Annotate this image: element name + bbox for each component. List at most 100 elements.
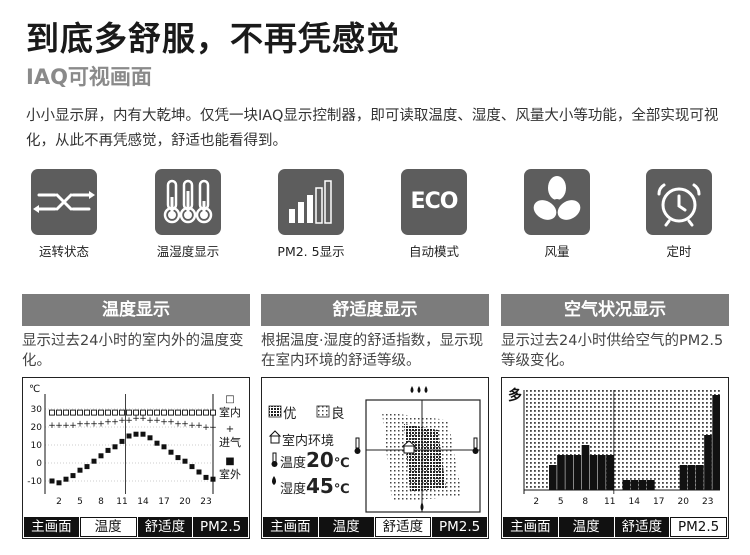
legend-label: 室内 [219,405,241,419]
tab-pm25[interactable]: PM2.5 [432,517,487,537]
intake-point: + [188,421,196,431]
indoor-point [63,409,69,416]
pm-bar [630,480,639,490]
pm-bar [638,480,647,490]
intake-point: + [97,419,105,429]
indoor-point [98,409,104,416]
indoor-point [105,409,111,416]
feature-item-temp-hum: 温湿度显示 [138,169,238,260]
intake-point: + [62,421,70,431]
indoor-point [84,409,90,416]
intake-point: + [195,421,203,431]
humidity-readout: 湿度45℃ [280,474,350,498]
x-tick-label: 8 [582,497,588,507]
feature-label: 风量 [544,244,570,259]
pm-bar [679,465,688,490]
thermometer-hot-icon [472,437,479,454]
intake-point: + [146,416,154,426]
page-headline: 到底多舒服，不再凭感觉 [26,19,400,58]
feature-label: 运转状态 [38,244,89,259]
tab-pm25[interactable]: PM2.5 [193,517,248,537]
tab-main[interactable]: 主画面 [503,517,558,537]
tab-temperature[interactable]: 温度 [558,517,614,537]
humidity-value: 45 [306,474,334,498]
tab-main[interactable]: 主画面 [263,517,318,537]
tab-main[interactable]: 主画面 [24,517,79,537]
intake-point: + [202,423,210,433]
x-tick-label: 11 [604,497,615,507]
pm-bar [647,480,655,490]
panel-title: 温度显示 [22,294,250,326]
outdoor-point [98,453,104,459]
tab-comfort[interactable]: 舒适度 [614,517,670,537]
feature-item-pm25: PM2. 5显示 [261,169,361,260]
env-label: 室内环境 [282,434,335,449]
intake-point: + [132,414,140,424]
eco-icon: ECO [401,169,467,235]
outdoor-point [119,438,125,444]
y-tick-label: 20 [31,423,43,433]
indoor-point [147,409,153,416]
intake-point: + [153,416,161,426]
panel-title: 舒适度显示 [261,294,489,326]
indoor-point [77,409,83,416]
legend-symbol: ■ [225,456,234,467]
tab-comfort[interactable]: 舒适度 [374,517,432,537]
indoor-point [119,409,125,416]
indoor-point [203,409,209,416]
outdoor-point [203,474,209,480]
temperature-value: 20 [306,448,334,472]
temperature-unit: ℃ [333,456,350,471]
comfort-good-zone [404,424,446,492]
x-tick-label: 2 [56,497,62,507]
tab-temperature[interactable]: 温度 [318,517,374,537]
tab-pm25[interactable]: PM2.5 [670,517,727,537]
indoor-point [140,409,146,416]
pm-bar [696,465,704,490]
unit-label: ℃ [29,384,40,395]
intake-point: + [83,419,91,429]
temperature-label: 温度 [280,456,307,471]
x-tick-label: 23 [702,497,713,507]
x-tick-label: 14 [137,497,149,507]
intake-point: + [76,419,84,429]
eco-text: ECO [410,189,459,214]
intake-point: + [111,418,119,428]
circulation-icon [31,169,97,235]
legend-symbol: □ [225,394,234,405]
fan-icon [524,169,590,235]
pm-bar [557,455,565,490]
pm-bar [598,455,606,490]
indoor-point [189,409,195,416]
indoor-point [175,409,181,416]
y-tick-label: 0 [36,459,42,469]
outdoor-point [175,455,181,461]
pm-bar [589,455,598,490]
legend-label: 室外 [219,467,241,481]
outdoor-point [126,433,132,439]
tab-comfort[interactable]: 舒适度 [137,517,193,537]
legend-good-label: 优 [283,406,297,422]
indoor-point [49,409,55,416]
x-tick-label: 5 [558,497,564,507]
intake-point: + [125,416,133,426]
indoor-point [112,409,118,416]
intake-point: + [90,419,98,429]
indoor-point [182,409,188,416]
x-tick-label: 20 [678,497,690,507]
indoor-point [70,409,76,416]
comfort-grid [365,399,481,513]
outdoor-point [168,449,174,455]
feature-label: 温湿度显示 [156,244,220,259]
outdoor-point [189,464,195,470]
x-tick-label: 23 [200,497,211,507]
outdoor-point [70,473,76,479]
intake-point: + [181,419,189,429]
intake-point: + [104,418,112,428]
alarm-clock-icon [646,169,712,235]
air-quality-screen: 多 2 5 8 11 14 17 20 23 主画面 温度 舒适度 PM2.5 [501,377,729,539]
legend-ok-swatch [316,405,330,418]
intake-point: + [167,418,175,428]
tab-temperature[interactable]: 温度 [79,517,137,537]
